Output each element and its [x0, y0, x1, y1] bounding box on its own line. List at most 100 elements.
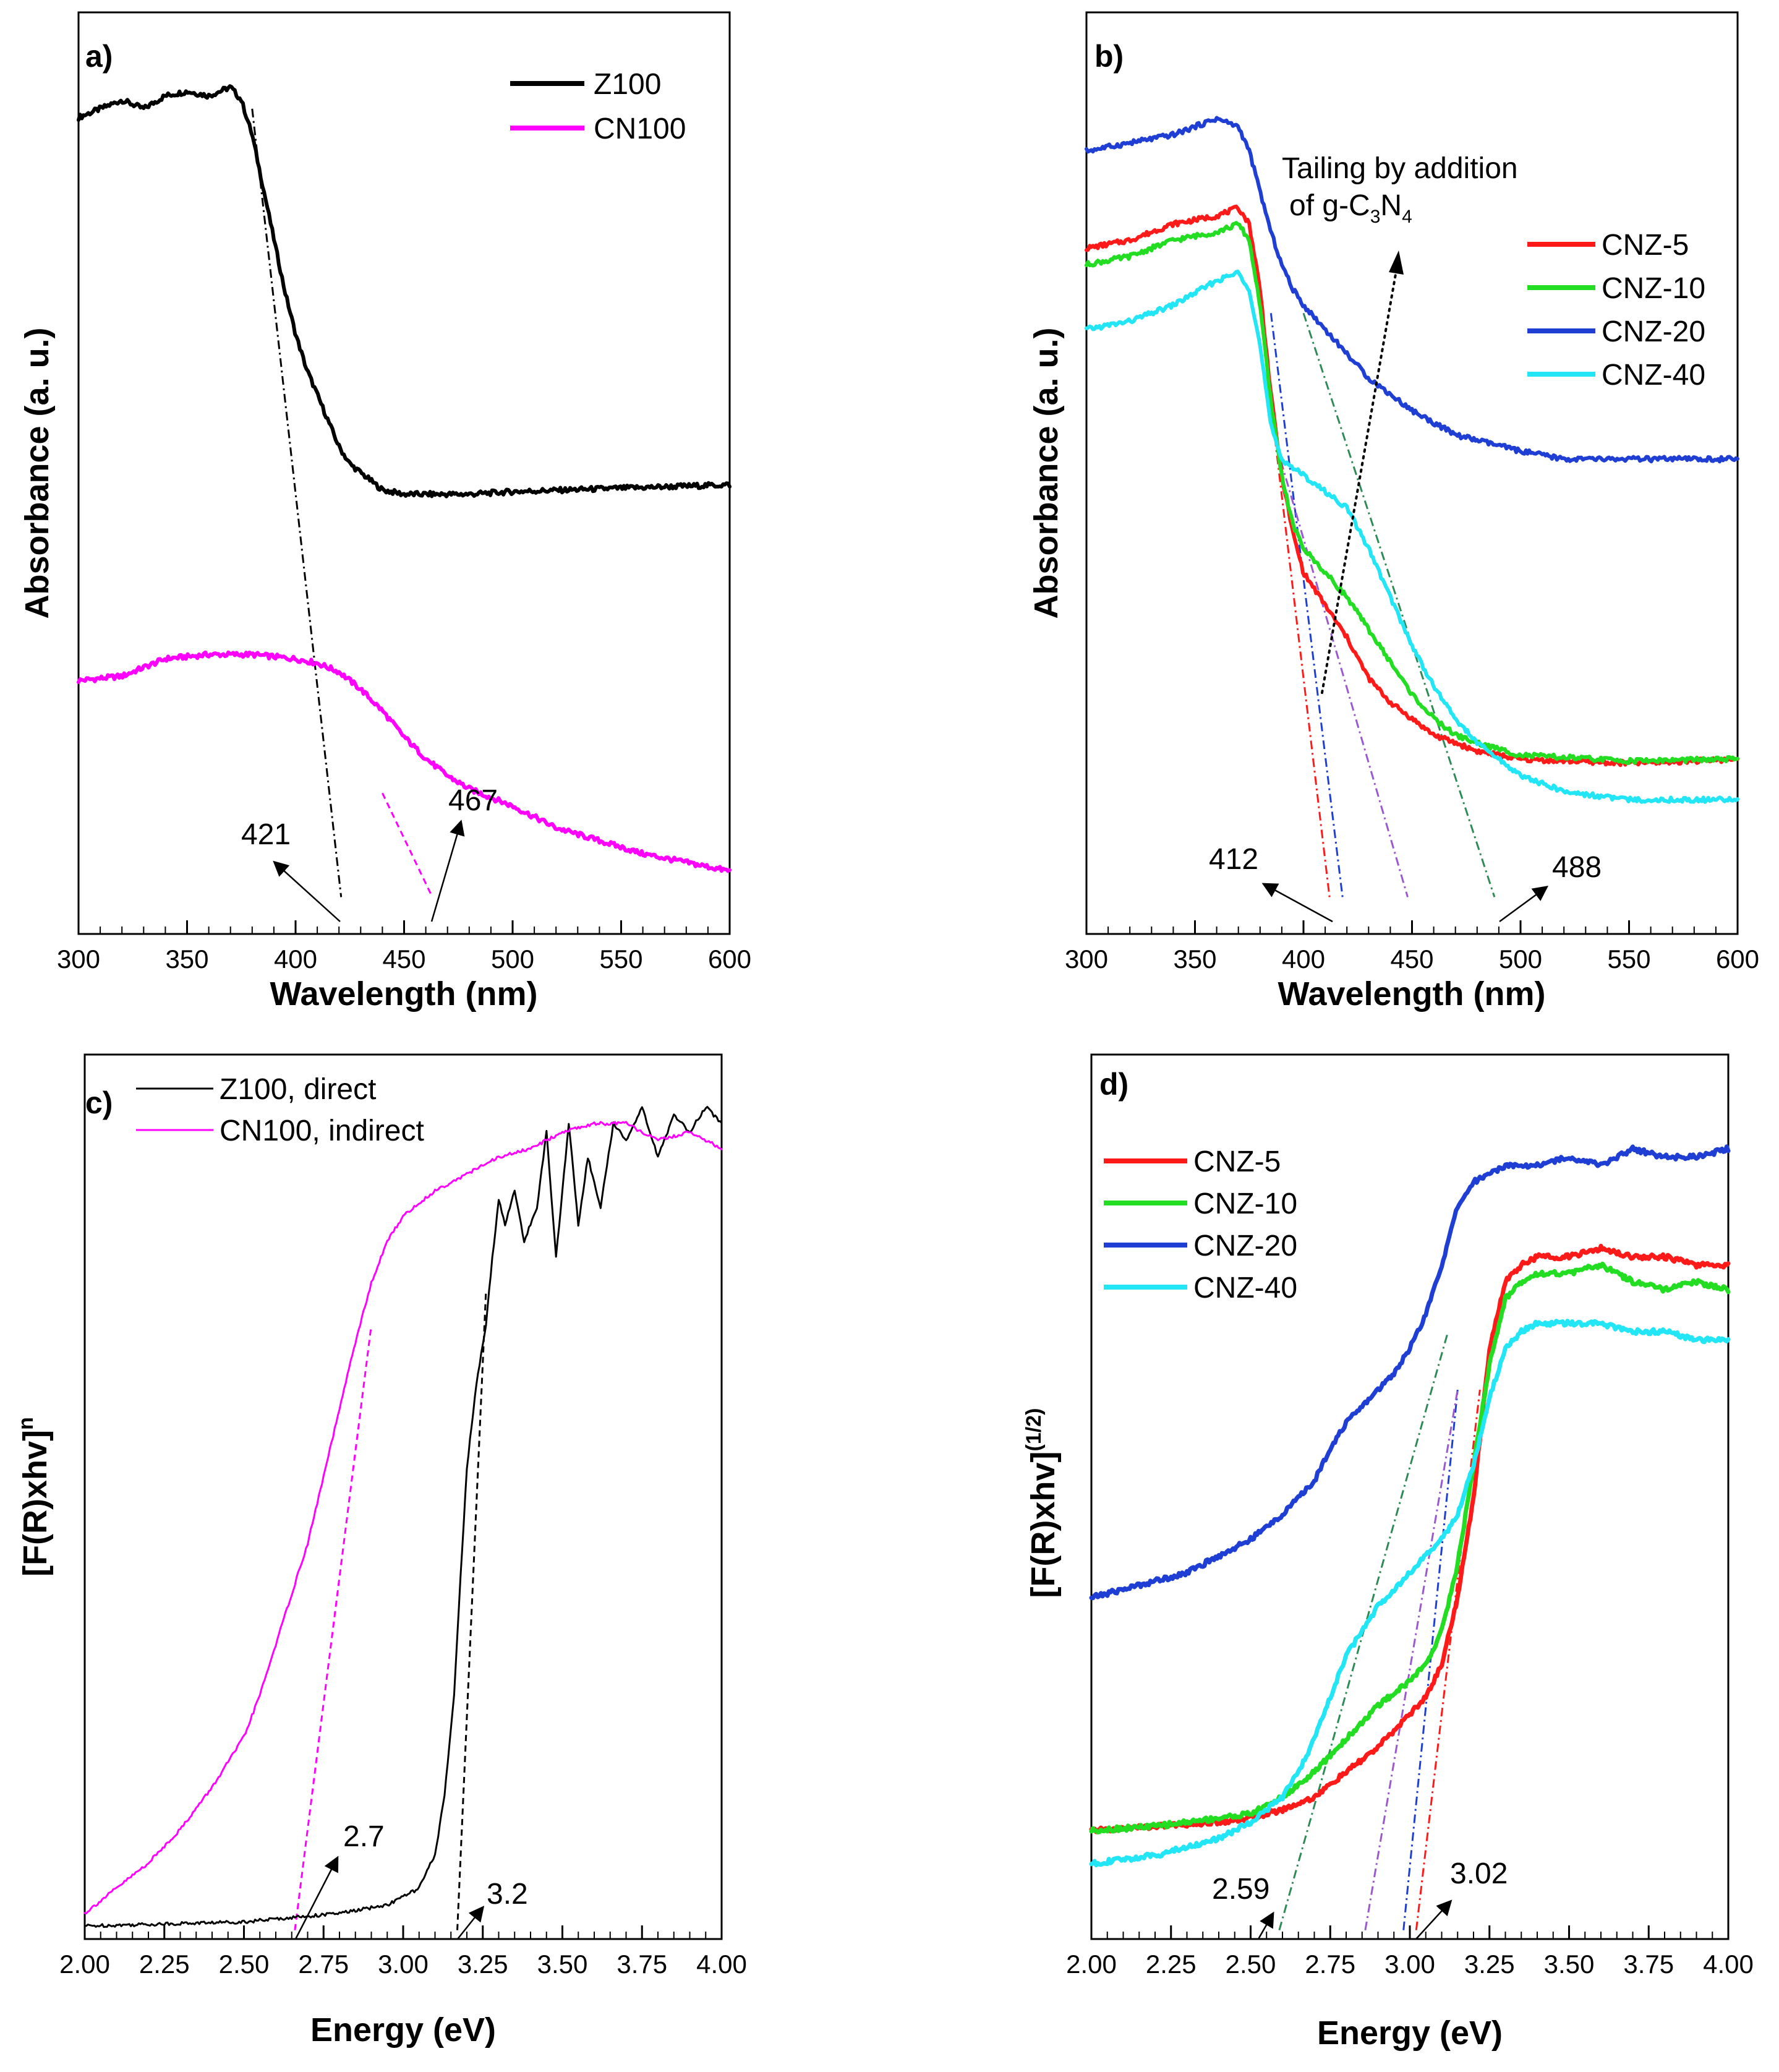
x-axis-label-a: Wavelength (nm)	[270, 975, 537, 1012]
x-tick-label: 300	[1065, 944, 1108, 974]
annotation-2-59: 2.59	[1212, 1873, 1274, 1940]
legend-label-d-cnz40: CNZ-40	[1193, 1272, 1297, 1304]
series-line-cnz-20	[1085, 116, 1739, 464]
tangent-line	[1402, 1389, 1459, 1930]
annotation-tailing-line1: Tailing by addition	[1282, 152, 1518, 185]
x-tick-label: 3.25	[458, 1950, 508, 1979]
legend-label-d-cnz20: CNZ-20	[1193, 1230, 1297, 1262]
legend-c: Z100, direct CN100, indirect	[136, 1073, 424, 1147]
annotation-tailing-sub1: 3	[1370, 207, 1381, 227]
x-tick-label: 500	[1499, 944, 1542, 974]
annotation-tailing-sub2: 4	[1402, 207, 1412, 227]
legend-label-d-cnz5: CNZ-5	[1193, 1145, 1281, 1178]
x-tick-label: 400	[274, 944, 317, 974]
series-line-cn100	[77, 650, 732, 873]
x-tick-label: 550	[599, 944, 642, 974]
x-tick-label: 3.75	[1623, 1950, 1674, 1979]
x-tick-label: 2.50	[1226, 1950, 1276, 1979]
legend-label-cnz5: CNZ-5	[1602, 229, 1689, 262]
series-line-cnz-10	[1089, 1261, 1731, 1834]
x-tick-label: 450	[382, 944, 425, 974]
annotation-tailing-mid: N	[1380, 189, 1402, 222]
y-axis-label-d-sup: (1/2)	[1022, 1408, 1046, 1452]
series-line-z100-direct	[83, 1106, 723, 1929]
y-axis-label-d: [F(R)xhv](1/2)	[1022, 1408, 1062, 1598]
x-axis-label-c: Energy (eV)	[310, 2011, 496, 2048]
x-tick-label: 3.50	[1544, 1950, 1595, 1979]
annotation-421-text: 421	[241, 818, 291, 851]
annotation-tailing: Tailing by addition of g-C3N4	[1282, 152, 1518, 227]
annotation-467: 467	[430, 784, 498, 922]
panel-c-label: c)	[85, 1085, 113, 1120]
legend-b: CNZ-5 CNZ-10 CNZ-20 CNZ-40	[1527, 229, 1705, 392]
x-tick-label: 2.00	[59, 1950, 110, 1979]
tangent-line	[1364, 1389, 1459, 1930]
panel-b-label: b)	[1094, 39, 1124, 74]
annotation-tailing-line2: of g-C3N4	[1289, 189, 1412, 227]
y-axis-label-c-sup: n	[14, 1417, 38, 1430]
x-tick-label: 2.00	[1066, 1950, 1117, 1979]
panel-d-label: d)	[1099, 1067, 1128, 1102]
legend-label-z100: Z100	[594, 68, 661, 101]
x-tick-label: 500	[491, 944, 534, 974]
x-tick-label: 300	[57, 944, 100, 974]
annotation-3-02: 3.02	[1415, 1857, 1508, 1940]
annotation-3-02-text: 3.02	[1450, 1857, 1508, 1890]
annotation-3-2: 3.2	[457, 1878, 528, 1940]
annotation-3-2-text: 3.2	[487, 1878, 528, 1911]
series-line-cnz-40	[1085, 269, 1739, 804]
y-axis-label-c: [F(R)xhv]n	[14, 1417, 54, 1577]
x-tick-label: 2.75	[1305, 1950, 1355, 1979]
series-line-cnz-10	[1085, 221, 1739, 765]
annotation-2-7-text: 2.7	[343, 1820, 385, 1853]
x-tick-label: 2.50	[219, 1950, 270, 1979]
legend-label-z100-direct: Z100, direct	[220, 1073, 376, 1106]
x-tick-label: 3.75	[616, 1950, 667, 1979]
x-tick-label: 3.25	[1464, 1950, 1515, 1979]
x-tick-label: 600	[708, 944, 751, 974]
y-axis-label-c-main: [F(R)xhv]	[17, 1430, 54, 1577]
tangent-line	[1269, 313, 1344, 897]
series-line-z100	[77, 84, 732, 499]
x-tick-label: 350	[165, 944, 208, 974]
panel-a-label: a)	[85, 39, 113, 74]
annotation-2-59-text: 2.59	[1212, 1873, 1269, 1906]
x-tick-label: 400	[1282, 944, 1325, 974]
legend-label-cnz10: CNZ-10	[1602, 272, 1705, 305]
x-axis-label-b: Wavelength (nm)	[1278, 975, 1545, 1012]
x-tick-label: 2.75	[298, 1950, 349, 1979]
annotation-488: 488	[1499, 851, 1602, 923]
x-tick-label: 550	[1607, 944, 1650, 974]
x-axis-label-d: Energy (eV)	[1317, 2014, 1503, 2052]
x-tick-label: 600	[1716, 944, 1759, 974]
tangent-line	[1302, 312, 1496, 897]
series-line-cnz-40	[1089, 1319, 1731, 1867]
annotation-2-7: 2.7	[294, 1820, 385, 1940]
series-line-cnz-20	[1089, 1144, 1731, 1601]
annotation-412-text: 412	[1209, 843, 1258, 876]
series-line-cnz-5	[1089, 1243, 1731, 1834]
tangent-line	[251, 108, 343, 897]
legend-label-cn100-indirect: CN100, indirect	[220, 1115, 424, 1147]
x-tick-label: 4.00	[696, 1950, 747, 1979]
x-tick-label: 2.25	[139, 1950, 190, 1979]
series-line-cn100-indirect	[83, 1121, 723, 1915]
annotation-412: 412	[1209, 843, 1333, 923]
trend-arrow	[1321, 250, 1404, 694]
x-tick-label: 350	[1173, 944, 1216, 974]
legend-a: Z100 CN100	[510, 68, 686, 145]
annotation-421: 421	[241, 818, 341, 922]
x-tick-label: 3.00	[1384, 1950, 1435, 1979]
annotation-467-text: 467	[448, 784, 498, 817]
tangent-line	[1269, 426, 1409, 897]
y-axis-label-b: Absorbance (a. u.)	[1028, 327, 1065, 619]
panel-d: 2.00 2.25 2.50 2.75 3.00 3.25 3.50 3.75 4.00 2.5…	[1022, 1053, 1754, 2052]
tangent-line	[382, 792, 433, 898]
panel-c: 2.00 2.25 2.50 2.75 3.00 3.25 3.50 3.75 4.00 2.7…	[14, 1053, 747, 2048]
legend-label-cnz20: CNZ-20	[1602, 315, 1705, 348]
x-tick-label: 3.00	[378, 1950, 429, 1979]
x-tick-label: 450	[1390, 944, 1433, 974]
legend-d: CNZ-5 CNZ-10 CNZ-20 CNZ-40	[1104, 1145, 1297, 1304]
x-tick-label: 3.50	[537, 1950, 588, 1979]
tangent-line	[294, 1325, 372, 1930]
